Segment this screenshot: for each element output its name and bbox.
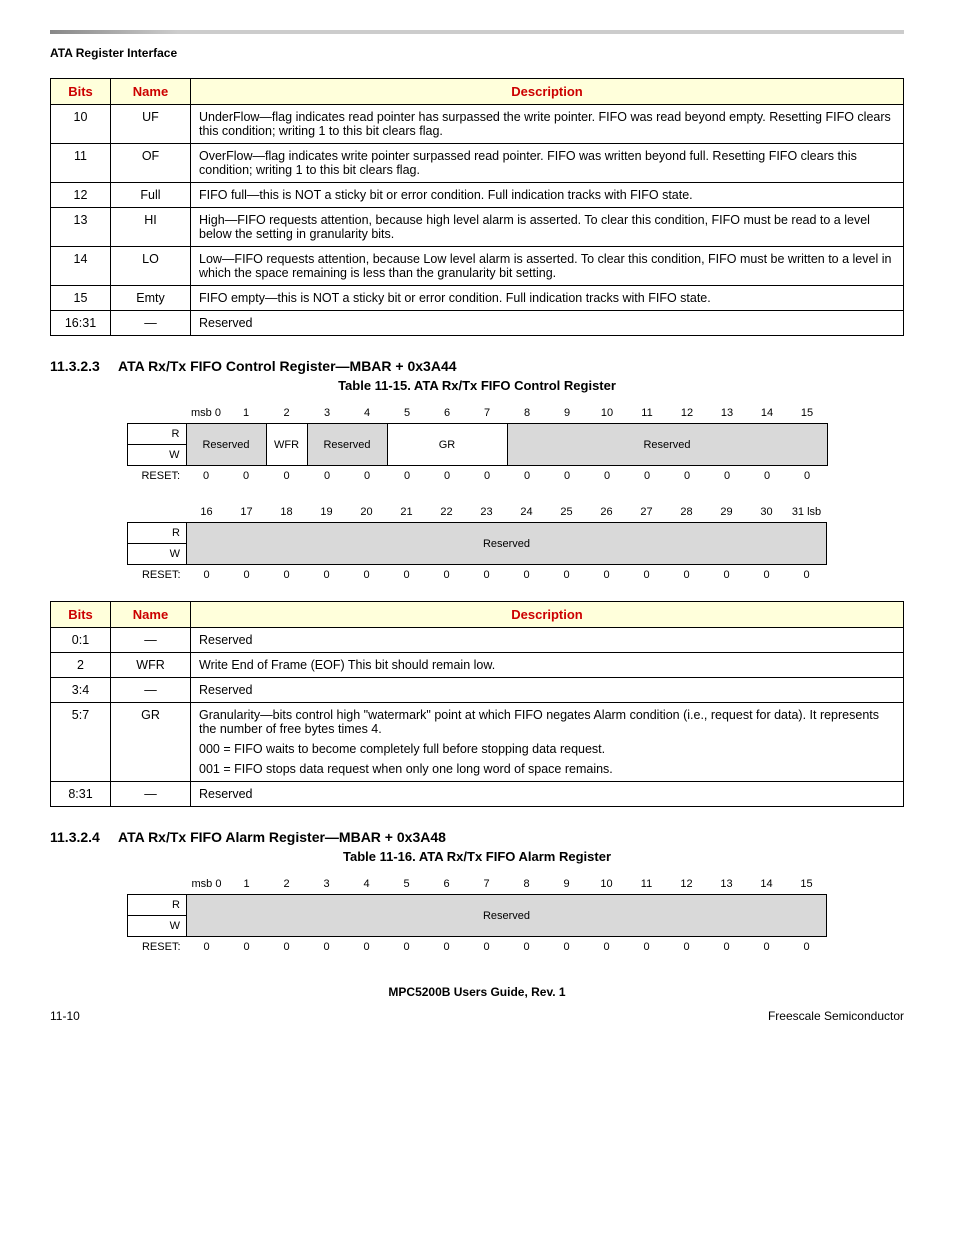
table-row: 8:31—Reserved [51, 782, 904, 807]
fifo-status-table: Bits Name Description 10UFUnderFlow—flag… [50, 78, 904, 336]
table-row: 15EmtyFIFO empty—this is NOT a sticky bi… [51, 286, 904, 311]
table-row: 0:1—Reserved [51, 628, 904, 653]
table-row: 3:4—Reserved [51, 678, 904, 703]
page-number: 11-10 [50, 1009, 80, 1023]
footer-company: Freescale Semiconductor [768, 1009, 904, 1023]
table-11-16-caption: Table 11-16. ATA Rx/Tx FIFO Alarm Regist… [50, 849, 904, 864]
fifo-control-register-upper: msb 0123 4567 891011 12131415 R Reserved… [127, 403, 828, 486]
section-11-3-2-3: 11.3.2.3ATA Rx/Tx FIFO Control Register—… [50, 358, 904, 374]
section-11-3-2-4: 11.3.2.4ATA Rx/Tx FIFO Alarm Register—MB… [50, 829, 904, 845]
table-row: 16:31—Reserved [51, 311, 904, 336]
table-row: 5:7GRGranularity—bits control high "wate… [51, 703, 904, 782]
table-row: 2WFRWrite End of Frame (EOF) This bit sh… [51, 653, 904, 678]
col-name: Name [111, 79, 191, 105]
fifo-control-fields-table: BitsNameDescription 0:1—Reserved2WFRWrit… [50, 601, 904, 807]
col-bits: Bits [51, 79, 111, 105]
fifo-control-register-lower: 16171819 20212223 24252627 28293031 lsb … [127, 502, 827, 585]
section-header: ATA Register Interface [50, 46, 904, 60]
table-row: 14LOLow—FIFO requests attention, because… [51, 247, 904, 286]
footer-doc-title: MPC5200B Users Guide, Rev. 1 [50, 985, 904, 999]
table-row: 12FullFIFO full—this is NOT a sticky bit… [51, 183, 904, 208]
table-row: 13HIHigh—FIFO requests attention, becaus… [51, 208, 904, 247]
table-row: 11OFOverFlow—flag indicates write pointe… [51, 144, 904, 183]
table-row: 10UFUnderFlow—flag indicates read pointe… [51, 105, 904, 144]
fifo-alarm-register-upper: msb 0123 4567 891011 12131415 R Reserved… [127, 874, 827, 957]
table-11-15-caption: Table 11-15. ATA Rx/Tx FIFO Control Regi… [50, 378, 904, 393]
col-desc: Description [191, 79, 904, 105]
